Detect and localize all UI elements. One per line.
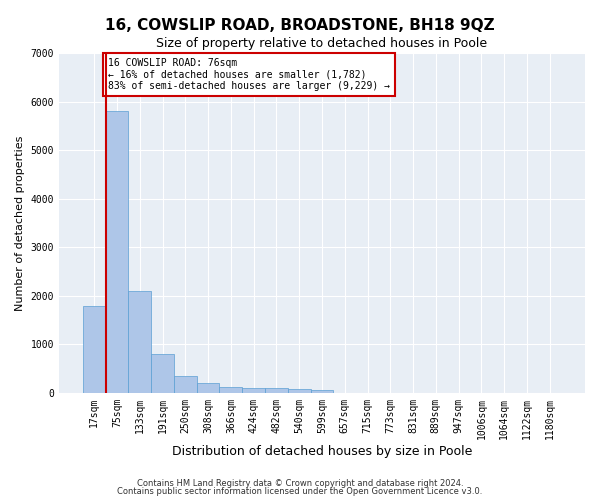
Text: 16, COWSLIP ROAD, BROADSTONE, BH18 9QZ: 16, COWSLIP ROAD, BROADSTONE, BH18 9QZ [105,18,495,32]
Title: Size of property relative to detached houses in Poole: Size of property relative to detached ho… [157,38,488,51]
Bar [174,376,197,393]
Text: 16 COWSLIP ROAD: 76sqm
← 16% of detached houses are smaller (1,782)
83% of semi-: 16 COWSLIP ROAD: 76sqm ← 16% of detached… [108,58,390,91]
Bar [265,388,288,393]
Bar [197,384,220,393]
Bar [83,306,106,393]
Bar [220,386,242,393]
Bar [311,390,334,393]
Bar [151,354,174,393]
Y-axis label: Number of detached properties: Number of detached properties [15,136,25,310]
Bar [128,292,151,393]
Text: Contains HM Land Registry data © Crown copyright and database right 2024.: Contains HM Land Registry data © Crown c… [137,478,463,488]
Bar [242,388,265,393]
Text: Contains public sector information licensed under the Open Government Licence v3: Contains public sector information licen… [118,487,482,496]
X-axis label: Distribution of detached houses by size in Poole: Distribution of detached houses by size … [172,444,472,458]
Bar [106,112,128,393]
Bar [288,389,311,393]
